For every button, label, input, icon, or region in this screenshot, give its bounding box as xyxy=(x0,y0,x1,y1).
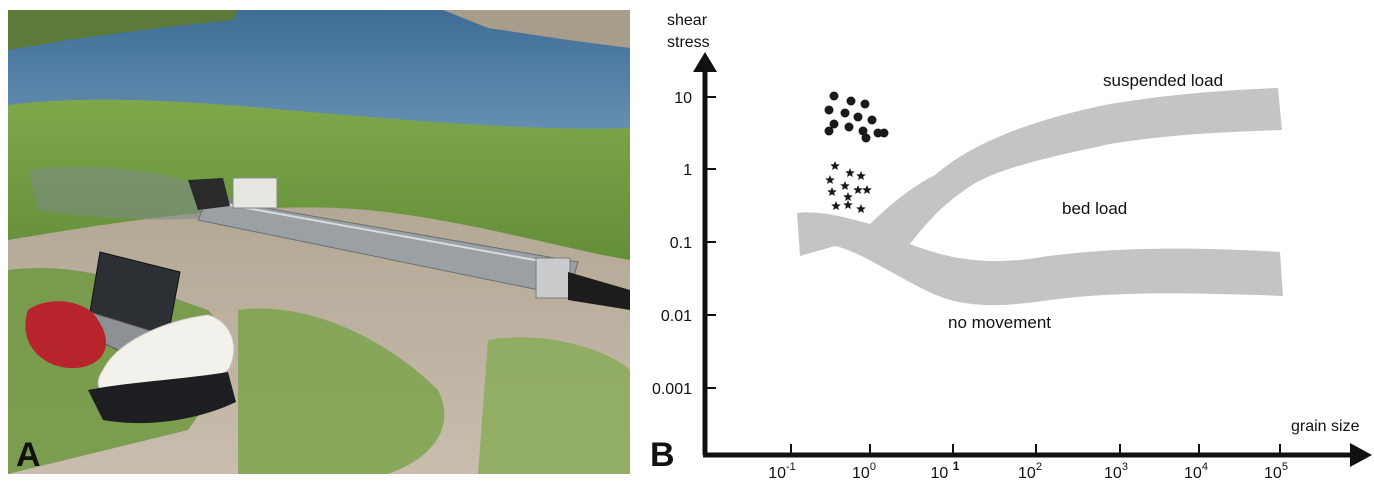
y-tick-label: 0.1 xyxy=(670,235,692,252)
bed-load-particle xyxy=(856,171,866,180)
bed-load-particle xyxy=(825,175,835,184)
sandbar xyxy=(443,10,630,48)
grass-tuft xyxy=(238,308,445,474)
flume-box xyxy=(232,177,278,209)
suspended-particle xyxy=(824,105,834,115)
x-tick-group: 10-1 100 10 1 102 103 104 105 xyxy=(768,444,1288,482)
bed-load-particle xyxy=(831,201,841,210)
panel-letter-a: A xyxy=(16,436,41,474)
black-bag xyxy=(88,372,236,424)
y-tick-label: 1 xyxy=(683,162,692,179)
y-axis-label-line2: stress xyxy=(667,34,710,51)
panel-letter-b: B xyxy=(650,436,675,474)
x-tick-label: 105 xyxy=(1264,461,1288,482)
bed-load-particle xyxy=(827,187,837,196)
bed-load-particle xyxy=(840,181,850,190)
suspended-particle xyxy=(824,126,834,136)
transport-band xyxy=(797,88,1283,306)
y-tick-label: 10 xyxy=(674,90,692,107)
label-no-movement: no movement xyxy=(948,313,1051,332)
x-axis-label: grain size xyxy=(1291,418,1360,435)
bed-load-particle xyxy=(843,200,853,209)
y-axis-label-line1: shear xyxy=(667,12,708,29)
suspended-particle xyxy=(846,96,856,106)
y-tick-label: 0.001 xyxy=(652,381,692,398)
wet-patch xyxy=(28,166,248,220)
x-tick-label: 104 xyxy=(1184,461,1208,482)
instrument-case xyxy=(188,178,230,210)
bed-load-particle xyxy=(845,168,855,177)
bed-load-particle xyxy=(830,161,840,170)
far-bank xyxy=(8,10,238,50)
suspended-particle xyxy=(829,119,839,129)
field-photo-drawing xyxy=(8,10,630,474)
x-tick-label: 10-1 xyxy=(768,461,796,482)
x-tick-label: 100 xyxy=(852,461,876,482)
suspended-particle xyxy=(867,115,877,125)
suspended-particle xyxy=(879,128,889,138)
flume-edge xyxy=(212,201,569,267)
red-backpack xyxy=(25,301,107,369)
suspended-particle xyxy=(844,122,854,132)
y-tick-group: 10 1 0.1 0.01 0.001 xyxy=(652,90,716,398)
suspended-particle xyxy=(829,91,839,101)
dot-cluster xyxy=(824,91,889,143)
suspended-particle xyxy=(840,108,850,118)
star-cluster xyxy=(825,161,872,213)
label-bed-load: bed load xyxy=(1062,199,1127,218)
grass-tuft xyxy=(478,337,630,474)
x-tick-label: 102 xyxy=(1018,461,1042,482)
label-suspended-load: suspended load xyxy=(1103,71,1223,90)
suspended-particle xyxy=(861,133,871,143)
bed-load-particle xyxy=(856,204,866,213)
bed-load-particle xyxy=(853,185,863,194)
field-photo xyxy=(8,10,630,474)
pipe xyxy=(568,272,630,310)
bed-load-particle xyxy=(843,192,853,201)
bed-load-particle xyxy=(862,185,872,194)
x-axis-arrow xyxy=(1350,443,1372,467)
y-axis-arrow xyxy=(693,52,717,72)
suspended-particle xyxy=(860,99,870,109)
y-tick-label: 0.01 xyxy=(661,308,692,325)
x-tick-label: 103 xyxy=(1104,461,1128,482)
suspended-particle xyxy=(858,126,868,136)
suspended-particle xyxy=(853,112,863,122)
x-tick-label: 10 1 xyxy=(931,459,960,482)
motor-housing xyxy=(535,257,571,299)
